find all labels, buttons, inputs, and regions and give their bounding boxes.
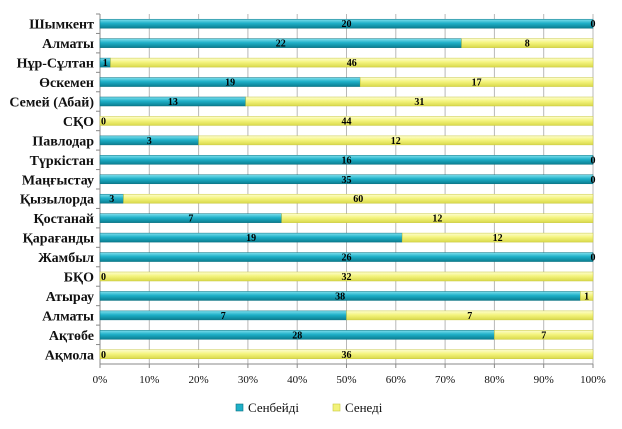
data-label: 46 — [347, 58, 357, 69]
legend-label: Сенеді — [345, 400, 383, 415]
data-label: 13 — [168, 97, 178, 108]
bar-segment-senedi — [198, 135, 594, 146]
data-label: 26 — [342, 253, 352, 264]
axes: 0% 10% 20% 30% 40% 50% 60% 70% 80% 90% 100% Шымкент… — [9, 13, 606, 386]
legend: Сенбейді Сенеді — [235, 400, 383, 415]
data-label: 7 — [188, 214, 193, 225]
gridlines — [99, 14, 594, 364]
bar-segment-senbeidi — [99, 18, 594, 29]
data-label: 16 — [342, 155, 352, 166]
category-label: Өскемен — [39, 76, 94, 91]
x-tick-label: 80% — [484, 374, 504, 386]
data-label: 44 — [342, 116, 352, 127]
x-tick-label: 30% — [238, 374, 258, 386]
category-label: Жамбыл — [38, 251, 94, 266]
bar-segment-senbeidi — [99, 174, 594, 185]
data-label: 60 — [353, 194, 363, 205]
data-label: 38 — [335, 291, 345, 302]
x-tick-label: 90% — [534, 374, 554, 386]
data-label: 17 — [472, 78, 482, 89]
bars — [99, 18, 594, 360]
x-tick-label: 10% — [139, 374, 159, 386]
bar-segment-senbeidi — [99, 252, 594, 262]
category-label: Түркістан — [30, 154, 94, 169]
bar-segment-senedi — [123, 193, 594, 204]
bar-segment-senedi — [281, 213, 594, 223]
bar-segment-senedi — [359, 77, 594, 87]
category-label: Семей (Абай) — [9, 96, 94, 111]
x-tick-label: 60% — [386, 374, 406, 386]
bar-segment-senedi — [110, 57, 594, 68]
legend-swatch — [235, 403, 244, 412]
data-label: 22 — [276, 39, 286, 50]
data-label: 28 — [292, 330, 302, 341]
data-label: 0 — [591, 253, 596, 264]
data-label: 7 — [221, 311, 226, 322]
bar-segment-senedi — [580, 291, 594, 301]
legend-swatch — [332, 403, 341, 412]
category-label: Нұр-Сұлтан — [17, 57, 94, 72]
data-label: 19 — [225, 78, 235, 89]
x-tick-label: 0% — [93, 374, 108, 386]
data-label: 35 — [342, 175, 352, 186]
data-label: 1 — [103, 58, 108, 69]
data-label: 12 — [391, 136, 401, 147]
bar-segment-senedi — [401, 232, 594, 243]
data-label: 31 — [414, 97, 424, 108]
category-label: Атырау — [46, 290, 94, 305]
data-label: 0 — [591, 19, 596, 30]
category-label: Шымкент — [29, 18, 94, 33]
data-label: 0 — [591, 155, 596, 166]
legend-label: Сенбейді — [248, 400, 299, 415]
data-label: 8 — [525, 39, 530, 50]
data-label: 0 — [591, 175, 596, 186]
category-label: Ақтөбе — [49, 329, 94, 344]
category-label: Алматы — [42, 309, 94, 324]
data-label: 7 — [541, 330, 546, 341]
data-label: 36 — [342, 350, 352, 361]
x-tick-label: 70% — [435, 374, 455, 386]
category-label: Маңғыстау — [22, 173, 94, 188]
category-label: СҚО — [63, 115, 94, 130]
bar-segment-senedi — [461, 38, 594, 48]
bar-segment-senedi — [99, 349, 594, 360]
data-label: 32 — [342, 272, 352, 283]
x-tick-label: 20% — [189, 374, 209, 386]
bar-segment-senedi — [99, 271, 594, 282]
x-tick-label: 40% — [287, 374, 307, 386]
category-label: Қостанай — [33, 212, 94, 227]
data-label: 12 — [432, 214, 442, 225]
category-label: Ақмола — [45, 348, 94, 363]
data-label: 20 — [342, 19, 352, 30]
category-label: Павлодар — [32, 134, 94, 149]
data-label: 7 — [467, 311, 472, 322]
bar-segment-senedi — [99, 116, 594, 126]
bar-segment-senbeidi — [99, 155, 594, 165]
data-label: 1 — [584, 291, 589, 302]
category-label: Қызылорда — [20, 193, 94, 208]
bar-segment-senedi — [245, 96, 594, 107]
data-label: 0 — [101, 350, 106, 361]
category-label: БҚО — [64, 271, 94, 286]
bar-segment-senedi — [494, 330, 594, 340]
data-label: 0 — [101, 116, 106, 127]
x-tick-label: 50% — [336, 374, 356, 386]
data-label: 3 — [147, 136, 152, 147]
data-label: 0 — [101, 272, 106, 283]
x-tick-label: 100% — [580, 374, 606, 386]
category-label: Алматы — [42, 37, 94, 52]
category-label: Қарағанды — [23, 232, 94, 247]
data-label: 3 — [109, 194, 114, 205]
bar-segment-senedi — [346, 310, 594, 321]
data-label: 19 — [246, 233, 256, 244]
data-label: 12 — [493, 233, 503, 244]
